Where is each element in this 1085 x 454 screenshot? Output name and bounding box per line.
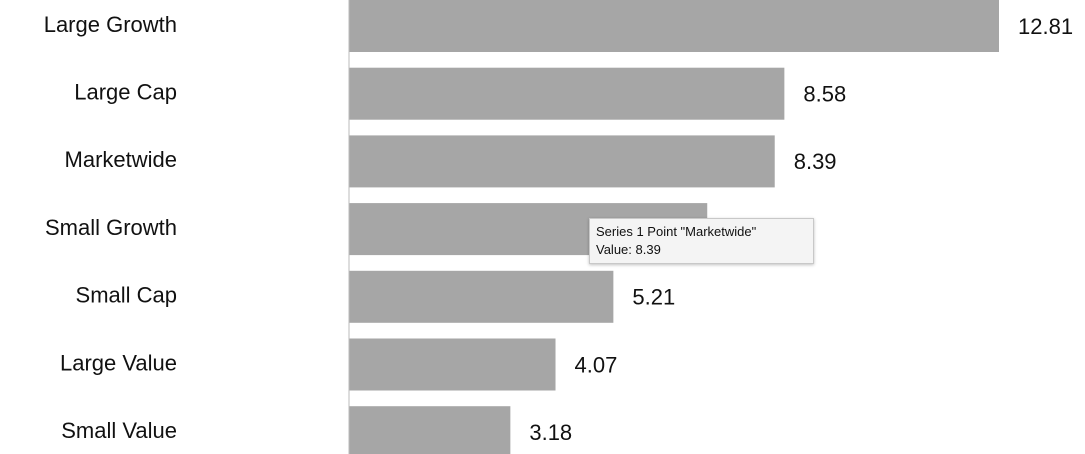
bar [349, 67, 785, 120]
value-label: 8.39 [794, 149, 837, 174]
y-tick-label: Large Value [60, 350, 177, 375]
bar [349, 406, 511, 454]
y-tick-label: Small Cap [76, 283, 177, 308]
tooltip: Series 1 Point "Marketwide" Value: 8.39 [589, 218, 814, 264]
value-label: 3.18 [529, 420, 572, 445]
y-tick-label: Large Cap [74, 80, 177, 105]
value-label: 5.21 [632, 285, 675, 310]
value-label: 8.58 [803, 82, 846, 107]
value-label: 4.07 [575, 352, 618, 377]
y-tick-label: Large Growth [44, 12, 177, 37]
y-tick-label: Small Growth [45, 215, 177, 240]
bar [349, 270, 614, 323]
tooltip-title: Series 1 Point "Marketwide" [596, 224, 757, 239]
y-tick-label: Marketwide [65, 147, 177, 172]
value-label: 12.81 [1018, 14, 1073, 39]
bar [349, 0, 999, 52]
bar [349, 338, 556, 391]
tooltip-text: Value: 8.39 [596, 242, 661, 257]
bar [349, 135, 775, 188]
y-tick-label: Small Value [61, 418, 177, 443]
